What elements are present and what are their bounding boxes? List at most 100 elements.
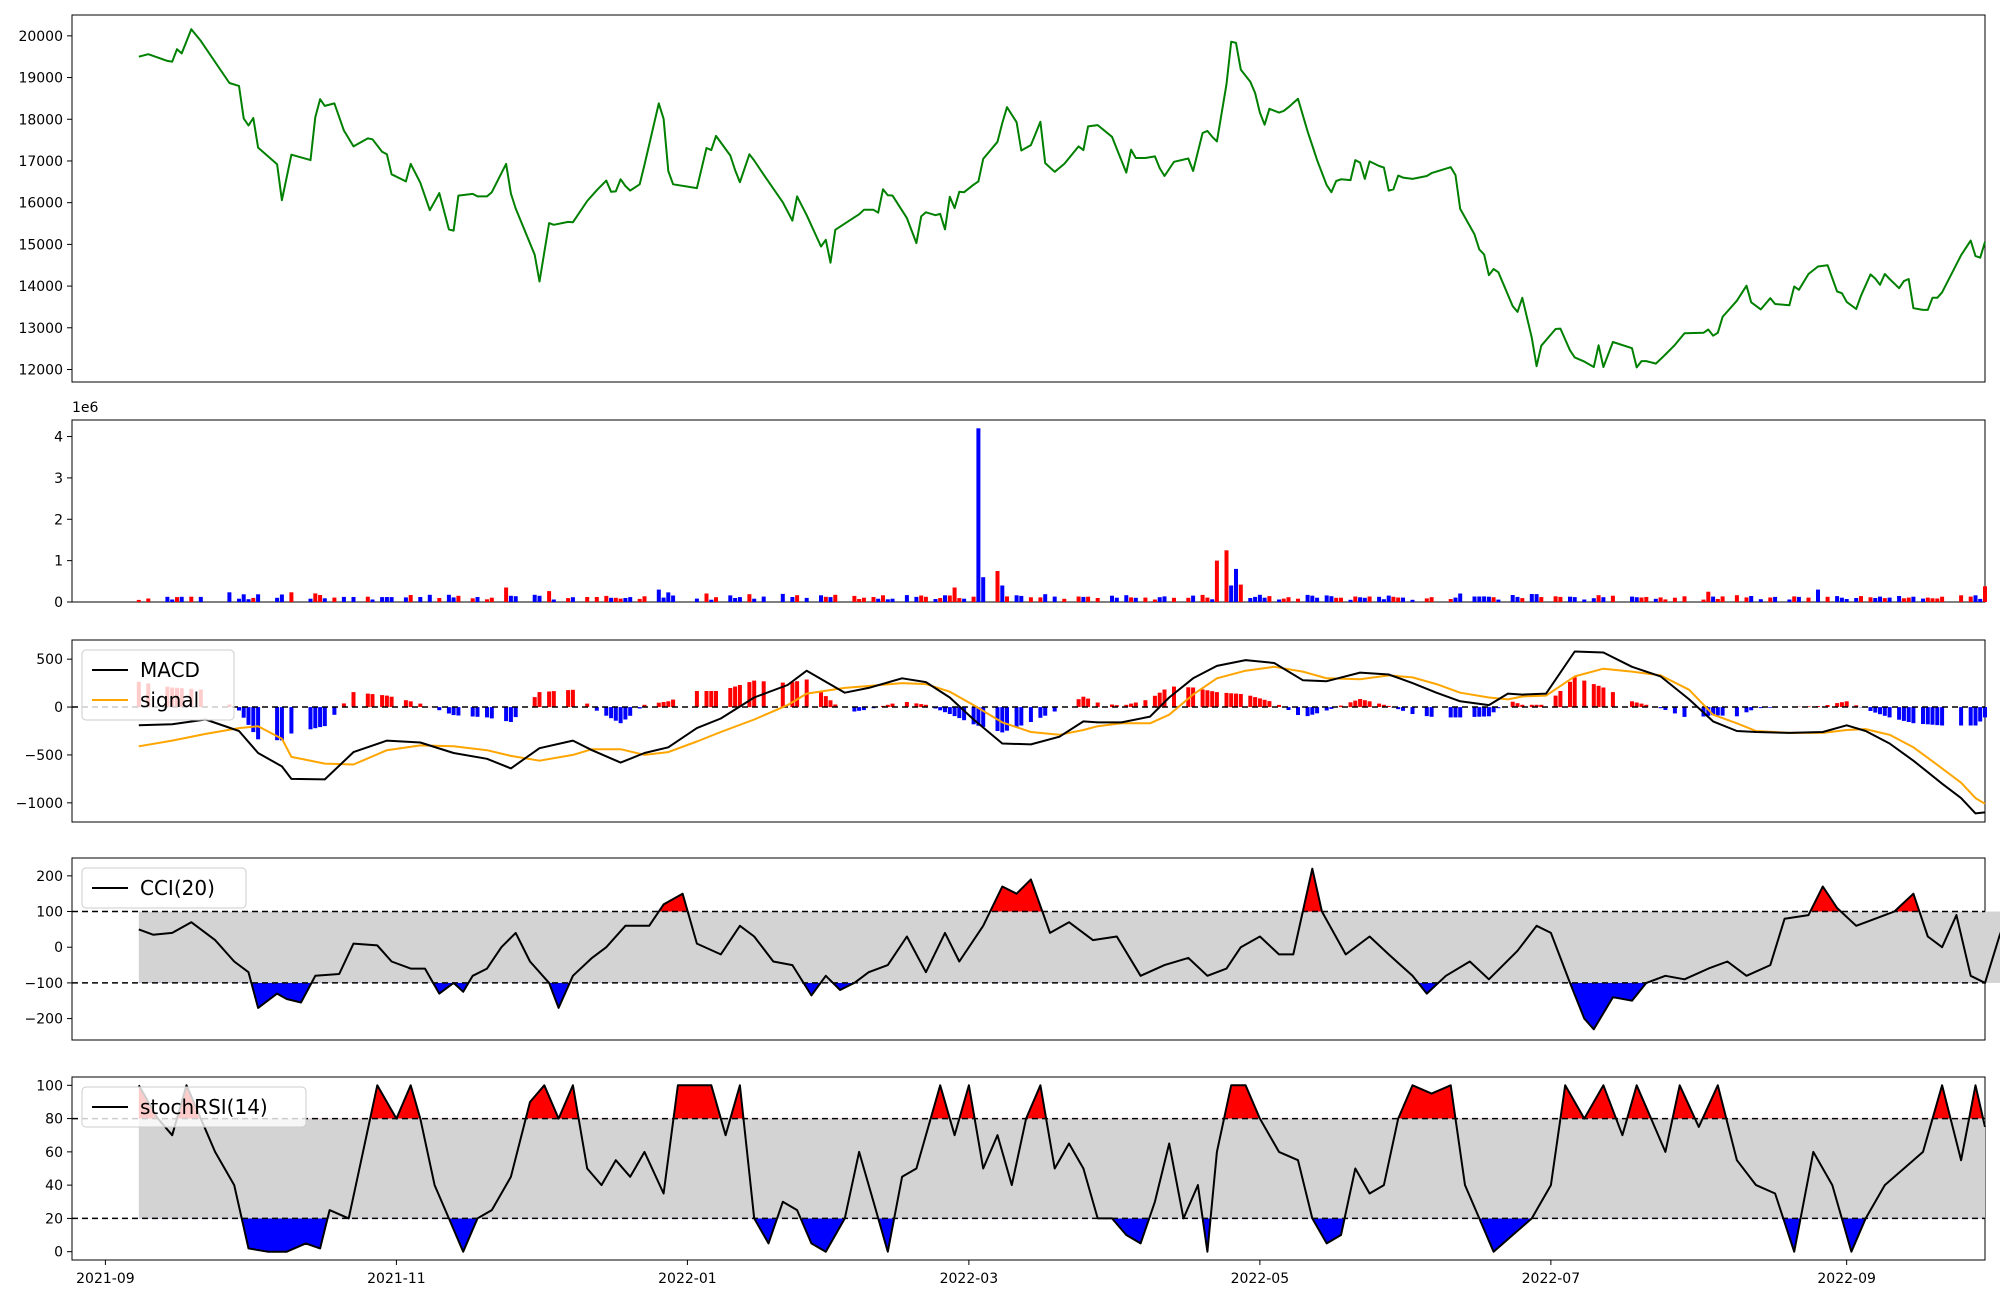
panel-0-ytick-label: 14000	[18, 279, 63, 295]
macd-histogram-bar	[747, 682, 751, 707]
volume-bar	[833, 595, 837, 602]
volume-bar	[456, 596, 460, 602]
macd-histogram-bar	[728, 688, 732, 707]
volume-bar	[1038, 597, 1042, 602]
volume-bar	[972, 597, 976, 602]
volume-bar	[352, 597, 356, 602]
volume-bar	[1711, 597, 1715, 602]
macd-histogram-bar	[1940, 707, 1944, 725]
volume-bar	[385, 597, 389, 602]
volume-bar	[824, 597, 828, 602]
panel-4-ytick-label: 20	[45, 1211, 63, 1227]
panel-4-ytick-label: 40	[45, 1178, 63, 1194]
macd-histogram-bar	[714, 691, 718, 707]
volume-bar	[948, 596, 952, 603]
macd-histogram-bar	[609, 707, 613, 718]
macd-histogram-bar	[1582, 681, 1586, 707]
macd-histogram-bar	[352, 692, 356, 707]
volume-bar	[1096, 598, 1100, 602]
macd-histogram-bar	[1430, 707, 1434, 717]
macd-histogram-bar	[1482, 707, 1486, 716]
macd-histogram-bar	[1253, 697, 1257, 707]
volume-bar	[1329, 596, 1333, 602]
volume-bar	[547, 591, 551, 602]
volume-bar	[1349, 600, 1353, 602]
volume-bar	[1902, 598, 1906, 602]
macd-histogram-bar	[1573, 677, 1577, 707]
macd-histogram-bar	[1487, 707, 1491, 716]
volume-bar	[366, 597, 370, 602]
macd-histogram-bar	[1353, 701, 1357, 707]
macd-histogram-bar	[242, 707, 246, 718]
volume-bar	[1325, 595, 1329, 602]
volume-bar	[747, 594, 751, 602]
macd-histogram-bar	[1077, 699, 1081, 707]
legend-2-label: MACD	[140, 658, 200, 682]
volume-bar	[404, 597, 408, 602]
macd-histogram-bar	[1454, 707, 1458, 717]
volume-bar	[409, 595, 413, 602]
volume-bar	[623, 598, 627, 602]
volume-bar	[1425, 598, 1429, 602]
panel-0-ytick-label: 20000	[18, 29, 63, 45]
volume-bar	[1873, 598, 1877, 602]
volume-bar	[1296, 599, 1300, 602]
volume-bar	[795, 595, 799, 602]
macd-histogram-bar	[566, 690, 570, 707]
volume-bar	[657, 590, 661, 602]
x-tick-label: 2022-01	[658, 1271, 717, 1287]
volume-bar	[275, 598, 279, 602]
macd-histogram-bar	[795, 681, 799, 707]
volume-bar	[1683, 596, 1687, 602]
volume-bar	[1940, 597, 1944, 602]
x-tick-label: 2021-11	[367, 1271, 426, 1287]
macd-histogram-bar	[456, 707, 460, 715]
price-line	[139, 29, 1985, 367]
volume-bar	[1935, 599, 1939, 603]
macd-histogram-bar	[1568, 682, 1572, 707]
macd-histogram-bar	[1974, 707, 1978, 725]
volume-bar	[962, 599, 966, 602]
macd-histogram-bar	[1630, 701, 1634, 707]
macd-histogram-bar	[953, 707, 957, 716]
macd-histogram-bar	[1888, 707, 1892, 717]
volume-bar	[891, 599, 895, 602]
volume-bar	[170, 600, 174, 603]
volume-bar	[872, 597, 876, 602]
legend-4-label: stochRSI(14)	[140, 1095, 268, 1119]
volume-bar	[1458, 594, 1462, 603]
volume-bar	[1845, 599, 1849, 602]
volume-bar	[371, 600, 375, 603]
volume-bar	[643, 596, 647, 602]
macd-histogram-bar	[571, 690, 575, 707]
volume-bar	[309, 599, 313, 602]
macd-histogram-bar	[390, 697, 394, 707]
macd-histogram-bar	[1267, 701, 1271, 707]
volume-bar	[695, 599, 699, 602]
volume-bar	[752, 599, 756, 602]
volume-bar	[1005, 596, 1009, 602]
volume-bar	[1248, 598, 1252, 602]
macd-histogram-bar	[490, 707, 494, 718]
volume-bar	[1539, 597, 1543, 602]
x-tick-label: 2022-07	[1522, 1271, 1581, 1287]
volume-bar	[1473, 597, 1477, 603]
macd-histogram-bar	[1902, 707, 1906, 721]
macd-histogram-bar	[1554, 696, 1558, 708]
volume-bar	[857, 599, 861, 602]
panel-0-ytick-label: 15000	[18, 237, 63, 253]
volume-bar	[1411, 600, 1415, 602]
macd-histogram-bar	[1768, 707, 1772, 708]
volume-bar	[313, 593, 317, 602]
volume-bar	[1530, 594, 1534, 602]
volume-bar	[996, 571, 1000, 602]
macd-histogram-bar	[1296, 707, 1300, 715]
volume-bar	[1387, 596, 1391, 602]
volume-bar	[1282, 599, 1286, 602]
volume-bar	[332, 598, 336, 602]
panel-0-ytick-label: 19000	[18, 71, 63, 87]
volume-bar	[538, 596, 542, 602]
macd-histogram-bar	[1263, 700, 1267, 707]
volume-bar	[1124, 595, 1128, 602]
